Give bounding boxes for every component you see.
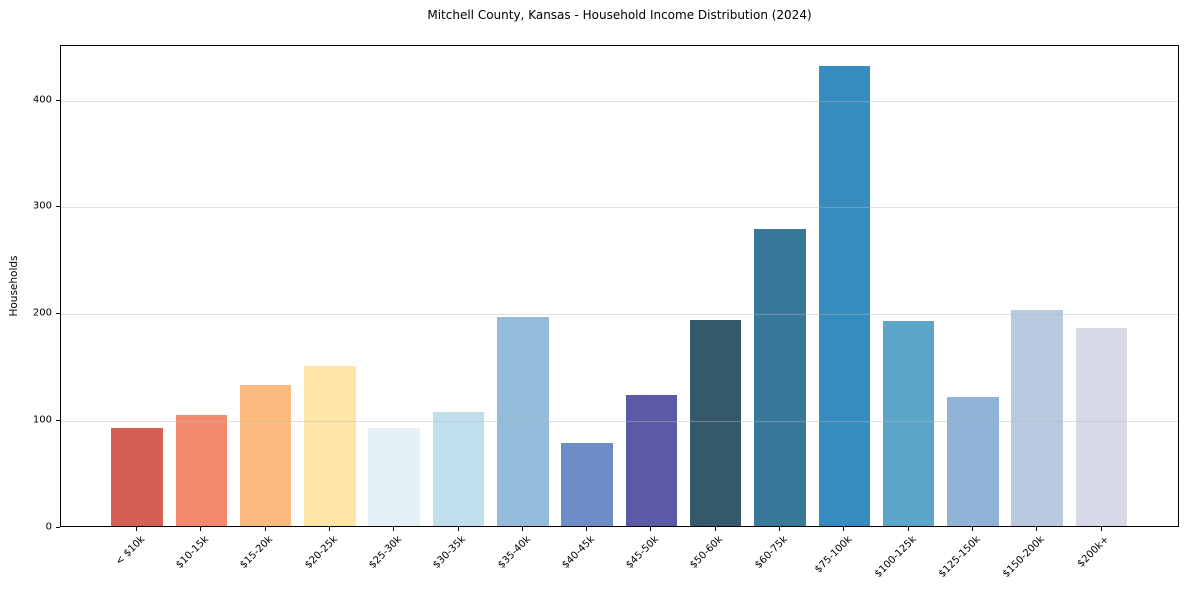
x-tick-label: $35-40k xyxy=(495,534,533,571)
gridline xyxy=(61,100,1178,102)
y-tick-label: 300 xyxy=(32,200,52,212)
bar-150-200k xyxy=(1011,310,1063,526)
x-tick-label: $75-100k xyxy=(812,534,855,576)
x-tick-mark xyxy=(971,527,973,531)
x-tick-label: $45-50k xyxy=(624,534,662,571)
bar-30-35k xyxy=(432,411,485,526)
bar-60-75k xyxy=(754,228,806,526)
x-tick-mark xyxy=(521,527,523,531)
x-tick-label: $40-45k xyxy=(559,534,597,571)
x-tick-mark xyxy=(1100,527,1102,531)
bar-45-50k xyxy=(625,394,678,526)
x-tick-label: $150-200k xyxy=(1001,534,1047,580)
x-tick-mark xyxy=(714,527,716,531)
y-tick-label: 200 xyxy=(32,307,52,319)
x-tick-mark xyxy=(457,527,459,531)
y-tick-label: 400 xyxy=(32,94,52,105)
chart-title: Mitchell County, Kansas - Household Inco… xyxy=(427,8,812,22)
x-tick-label: $200k+ xyxy=(1075,534,1112,570)
x-tick-mark xyxy=(328,527,330,531)
x-tick-mark xyxy=(136,527,137,531)
x-tick-label: $20-25k xyxy=(302,534,340,571)
bar-25-30k xyxy=(368,427,420,526)
y-tick-mark xyxy=(56,527,60,528)
x-tick-label: $100-125k xyxy=(872,534,919,580)
y-tick-mark xyxy=(56,206,60,208)
y-tick-mark xyxy=(56,99,60,101)
x-tick-mark xyxy=(650,527,652,531)
bar-10-15k xyxy=(175,414,228,526)
bar-200k xyxy=(1075,328,1128,526)
bar-10k xyxy=(111,427,163,526)
bar-50-60k xyxy=(689,319,742,526)
x-tick-label: $15-20k xyxy=(238,534,276,571)
x-tick-mark xyxy=(1036,527,1038,531)
y-tick-mark xyxy=(56,420,60,422)
x-tick-label: < $10k xyxy=(113,534,147,568)
x-tick-label: $10-15k xyxy=(174,534,212,571)
x-tick-label: $60-75k xyxy=(752,534,790,571)
x-tick-label: $50-60k xyxy=(688,534,726,571)
x-tick-mark xyxy=(779,527,780,531)
y-tick-label: 0 xyxy=(45,521,52,533)
gridline xyxy=(61,421,1178,423)
bar-75-100k xyxy=(818,66,871,526)
x-tick-mark xyxy=(393,527,395,531)
bar-20-25k xyxy=(304,365,356,526)
x-tick-mark xyxy=(200,527,202,531)
x-tick-mark xyxy=(264,527,266,531)
gridline xyxy=(61,207,1178,209)
x-tick-label: $125-150k xyxy=(936,534,983,580)
y-tick-label: 100 xyxy=(32,414,52,426)
bar-35-40k xyxy=(497,316,549,526)
x-tick-label: $30-35k xyxy=(431,534,469,571)
x-tick-mark xyxy=(586,527,588,531)
y-tick-mark xyxy=(56,313,60,315)
gridline xyxy=(61,314,1178,316)
bar-100-125k xyxy=(882,320,935,526)
x-tick-mark xyxy=(843,527,845,531)
x-tick-label: $25-30k xyxy=(367,534,404,571)
plot-area xyxy=(60,45,1179,527)
bar-40-45k xyxy=(561,442,613,526)
bar-15-20k xyxy=(239,384,292,526)
x-tick-mark xyxy=(907,527,909,531)
bar-125-150k xyxy=(947,396,999,526)
